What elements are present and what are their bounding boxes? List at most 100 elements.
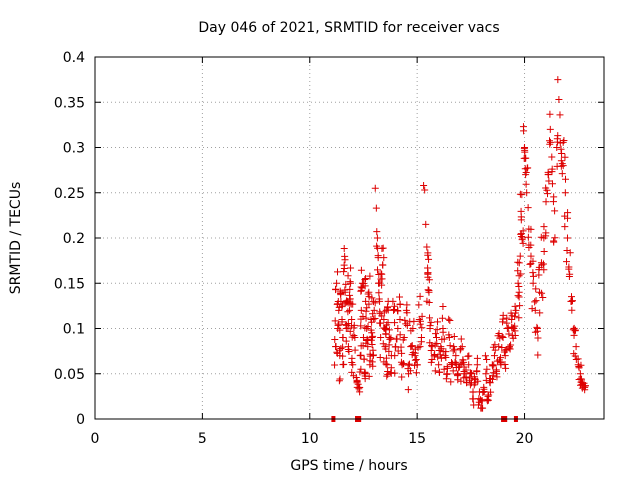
data-point xyxy=(499,334,507,342)
data-point xyxy=(511,309,519,317)
data-point xyxy=(450,333,458,341)
data-point xyxy=(371,184,379,192)
data-point xyxy=(366,272,374,280)
data-point xyxy=(480,385,488,393)
data-point xyxy=(421,186,429,194)
data-point xyxy=(371,299,379,307)
data-point xyxy=(401,316,409,324)
data-point xyxy=(572,355,580,363)
data-point xyxy=(465,361,473,369)
data-point xyxy=(516,302,524,310)
data-point xyxy=(357,266,365,274)
data-point xyxy=(425,255,433,263)
data-point xyxy=(427,358,435,366)
data-point xyxy=(434,318,442,326)
data-point xyxy=(428,343,436,351)
data-point xyxy=(336,375,344,383)
data-point xyxy=(384,319,392,327)
data-point xyxy=(339,334,347,342)
data-point xyxy=(540,223,548,231)
data-point xyxy=(342,280,350,288)
data-point xyxy=(362,314,370,322)
data-point xyxy=(336,326,344,334)
data-point xyxy=(449,367,457,375)
y-tick-label: 0.1 xyxy=(63,322,85,338)
data-point xyxy=(568,297,576,305)
data-point xyxy=(376,319,384,327)
data-point xyxy=(581,386,589,394)
data-point xyxy=(496,358,504,366)
data-point xyxy=(432,334,440,342)
data-point xyxy=(408,342,416,350)
data-point xyxy=(331,361,339,369)
data-point xyxy=(332,285,340,293)
data-point xyxy=(466,374,474,382)
data-point xyxy=(365,372,373,380)
data-point xyxy=(380,254,388,262)
data-point xyxy=(426,314,434,322)
data-point xyxy=(424,273,432,281)
data-point xyxy=(382,330,390,338)
x-tick-label: 15 xyxy=(408,431,426,447)
data-point xyxy=(334,321,342,329)
data-point xyxy=(379,261,387,269)
data-point xyxy=(337,290,345,298)
data-point xyxy=(348,359,356,367)
data-point xyxy=(515,272,523,280)
data-point xyxy=(446,342,454,350)
data-point xyxy=(362,307,370,315)
data-point xyxy=(368,294,376,302)
data-point xyxy=(493,367,501,375)
data-point xyxy=(406,367,414,375)
data-point xyxy=(565,263,573,271)
data-point xyxy=(430,352,438,360)
data-point xyxy=(376,297,384,305)
data-point xyxy=(532,285,540,293)
data-point xyxy=(515,283,523,291)
x-tick-label: 0 xyxy=(91,431,100,447)
data-point xyxy=(556,139,564,147)
data-point xyxy=(347,264,355,272)
data-point xyxy=(462,373,470,381)
data-point xyxy=(462,366,470,374)
data-point xyxy=(514,267,522,275)
y-tick-label: 0.15 xyxy=(54,276,85,292)
chart-title: Day 046 of 2021, SRMTID for receiver vac… xyxy=(198,20,499,36)
data-point xyxy=(473,361,481,369)
data-point xyxy=(452,352,460,360)
data-point xyxy=(416,343,424,351)
data-point xyxy=(333,279,341,287)
data-point xyxy=(369,310,377,318)
y-axis-label: SRMTID / TECUs xyxy=(8,182,24,295)
data-point xyxy=(534,351,542,359)
data-point xyxy=(521,154,529,162)
data-point xyxy=(341,286,349,294)
data-point xyxy=(514,279,522,287)
y-tick-label: 0.3 xyxy=(63,141,85,157)
data-point xyxy=(364,343,372,351)
data-point xyxy=(409,325,417,332)
data-point xyxy=(417,317,425,325)
data-point xyxy=(367,326,375,334)
data-point xyxy=(524,233,532,241)
data-point xyxy=(517,213,525,221)
data-point xyxy=(389,297,397,305)
data-point xyxy=(581,382,589,390)
data-point xyxy=(544,168,552,176)
data-point xyxy=(346,327,354,335)
data-point xyxy=(559,138,567,146)
data-point xyxy=(557,145,565,153)
data-point xyxy=(373,228,381,236)
data-point xyxy=(470,381,478,389)
data-point xyxy=(528,305,536,313)
data-point xyxy=(556,111,564,119)
data-point xyxy=(369,332,377,340)
data-point xyxy=(526,260,534,268)
data-point xyxy=(543,186,551,194)
x-tick-label: 5 xyxy=(198,431,207,447)
data-point xyxy=(413,361,421,369)
data-point xyxy=(368,334,376,342)
data-point xyxy=(561,153,569,161)
data-point xyxy=(546,138,554,146)
